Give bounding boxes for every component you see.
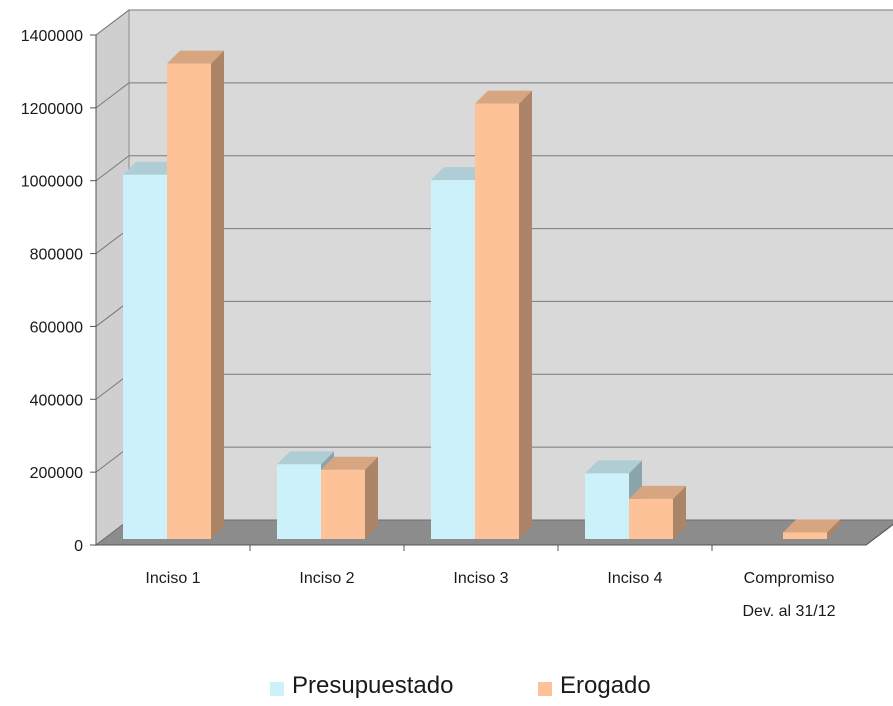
bar-erogado-1 xyxy=(167,50,224,539)
x-tick-label: Inciso 1 xyxy=(145,570,200,587)
bar-front xyxy=(167,63,211,539)
y-tick-label: 800000 xyxy=(30,247,83,264)
bar-erogado-2 xyxy=(321,456,378,539)
bar-front xyxy=(277,464,321,539)
bar-erogado-3 xyxy=(475,90,532,539)
chart-legend: Presupuestado Erogado xyxy=(0,672,893,706)
legend-item-erogado: Erogado xyxy=(538,672,651,700)
bar-top xyxy=(167,50,224,64)
bar-top xyxy=(783,519,840,533)
bar-side xyxy=(827,519,840,539)
bar-side xyxy=(211,50,224,539)
x-tick-label: Compromiso Dev. al 31/12 xyxy=(742,570,835,620)
legend-swatch-presupuestado xyxy=(270,681,284,696)
x-tick-label: Inciso 4 xyxy=(607,570,662,587)
bar-top xyxy=(277,451,334,465)
bar-front xyxy=(431,180,475,539)
bar-front xyxy=(475,103,519,539)
legend-label-presupuestado: Presupuestado xyxy=(292,672,454,699)
bar-front xyxy=(123,174,167,539)
bar-top xyxy=(123,161,180,175)
y-tick-label: 600000 xyxy=(30,319,83,336)
x-tick-label: Inciso 3 xyxy=(453,570,508,587)
bar-chart: 0 200000 400000 600000 800000 1000000 1200000 1… xyxy=(21,8,893,620)
bar-side xyxy=(673,485,686,539)
bar-erogado-5 xyxy=(783,519,840,539)
legend-swatch-erogado xyxy=(538,681,552,696)
gridline-side xyxy=(95,82,130,109)
gridline-side xyxy=(95,9,130,36)
y-tick-label: 1000000 xyxy=(21,174,83,191)
x-tick-label: Inciso 2 xyxy=(299,570,354,587)
bar-side xyxy=(365,456,378,539)
bar-front xyxy=(783,532,827,539)
gridline-side xyxy=(95,155,130,182)
bar-front xyxy=(321,469,365,539)
bar-top xyxy=(475,90,532,104)
y-tick-label: 0 xyxy=(74,538,83,555)
y-tick-label: 200000 xyxy=(30,465,83,482)
legend-label-erogado: Erogado xyxy=(560,672,651,699)
y-tick-label: 1400000 xyxy=(21,28,83,45)
bar-erogado-4 xyxy=(629,485,686,539)
y-tick-label: 1200000 xyxy=(21,101,83,118)
floor-edge xyxy=(865,523,893,546)
bar-top xyxy=(629,485,686,499)
bar-front xyxy=(629,498,673,539)
bar-top xyxy=(585,460,642,474)
legend-item-presupuestado: Presupuestado xyxy=(270,672,453,700)
bar-top xyxy=(321,456,378,470)
bar-top xyxy=(431,167,488,181)
bar-front xyxy=(585,473,629,539)
y-tick-label: 400000 xyxy=(30,392,83,409)
bar-side xyxy=(519,90,532,539)
